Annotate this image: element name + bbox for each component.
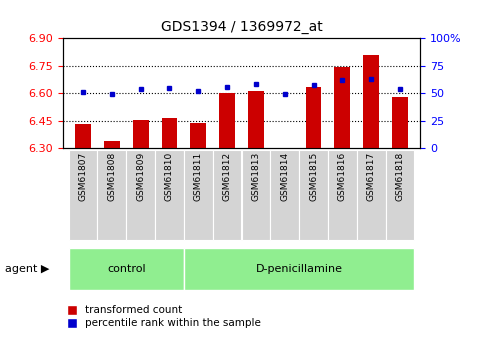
Text: GSM61810: GSM61810 [165, 152, 174, 201]
Bar [363, 55, 379, 148]
Bar [248, 91, 264, 148]
Bar [306, 87, 322, 148]
Text: GSM61807: GSM61807 [78, 152, 87, 201]
Text: GSM61813: GSM61813 [252, 152, 260, 201]
Bar [75, 125, 91, 148]
Text: GSM61815: GSM61815 [309, 152, 318, 201]
Text: GSM61812: GSM61812 [223, 152, 231, 201]
Bar [104, 141, 120, 148]
Bar [334, 67, 350, 148]
FancyBboxPatch shape [385, 150, 414, 240]
FancyBboxPatch shape [299, 150, 328, 240]
Bar [219, 93, 235, 148]
Legend: transformed count, percentile rank within the sample: transformed count, percentile rank withi… [68, 305, 260, 328]
Text: control: control [107, 264, 145, 274]
Text: GSM61808: GSM61808 [107, 152, 116, 201]
Text: GSM61814: GSM61814 [280, 152, 289, 201]
Bar [133, 120, 149, 148]
Text: GSM61809: GSM61809 [136, 152, 145, 201]
FancyBboxPatch shape [184, 248, 414, 290]
FancyBboxPatch shape [184, 150, 213, 240]
Bar [161, 118, 177, 148]
FancyBboxPatch shape [270, 150, 299, 240]
Bar [392, 97, 408, 148]
FancyBboxPatch shape [328, 150, 357, 240]
FancyBboxPatch shape [69, 248, 184, 290]
Text: D-penicillamine: D-penicillamine [256, 264, 342, 274]
FancyBboxPatch shape [242, 150, 270, 240]
FancyBboxPatch shape [69, 150, 98, 240]
FancyBboxPatch shape [98, 150, 126, 240]
FancyBboxPatch shape [213, 150, 242, 240]
FancyBboxPatch shape [126, 150, 155, 240]
FancyBboxPatch shape [155, 150, 184, 240]
Text: agent ▶: agent ▶ [5, 264, 49, 274]
Text: GSM61817: GSM61817 [367, 152, 376, 201]
Text: GSM61811: GSM61811 [194, 152, 203, 201]
Bar [190, 122, 206, 148]
Text: GSM61818: GSM61818 [396, 152, 405, 201]
Text: GSM61816: GSM61816 [338, 152, 347, 201]
Title: GDS1394 / 1369972_at: GDS1394 / 1369972_at [161, 20, 322, 34]
FancyBboxPatch shape [357, 150, 385, 240]
